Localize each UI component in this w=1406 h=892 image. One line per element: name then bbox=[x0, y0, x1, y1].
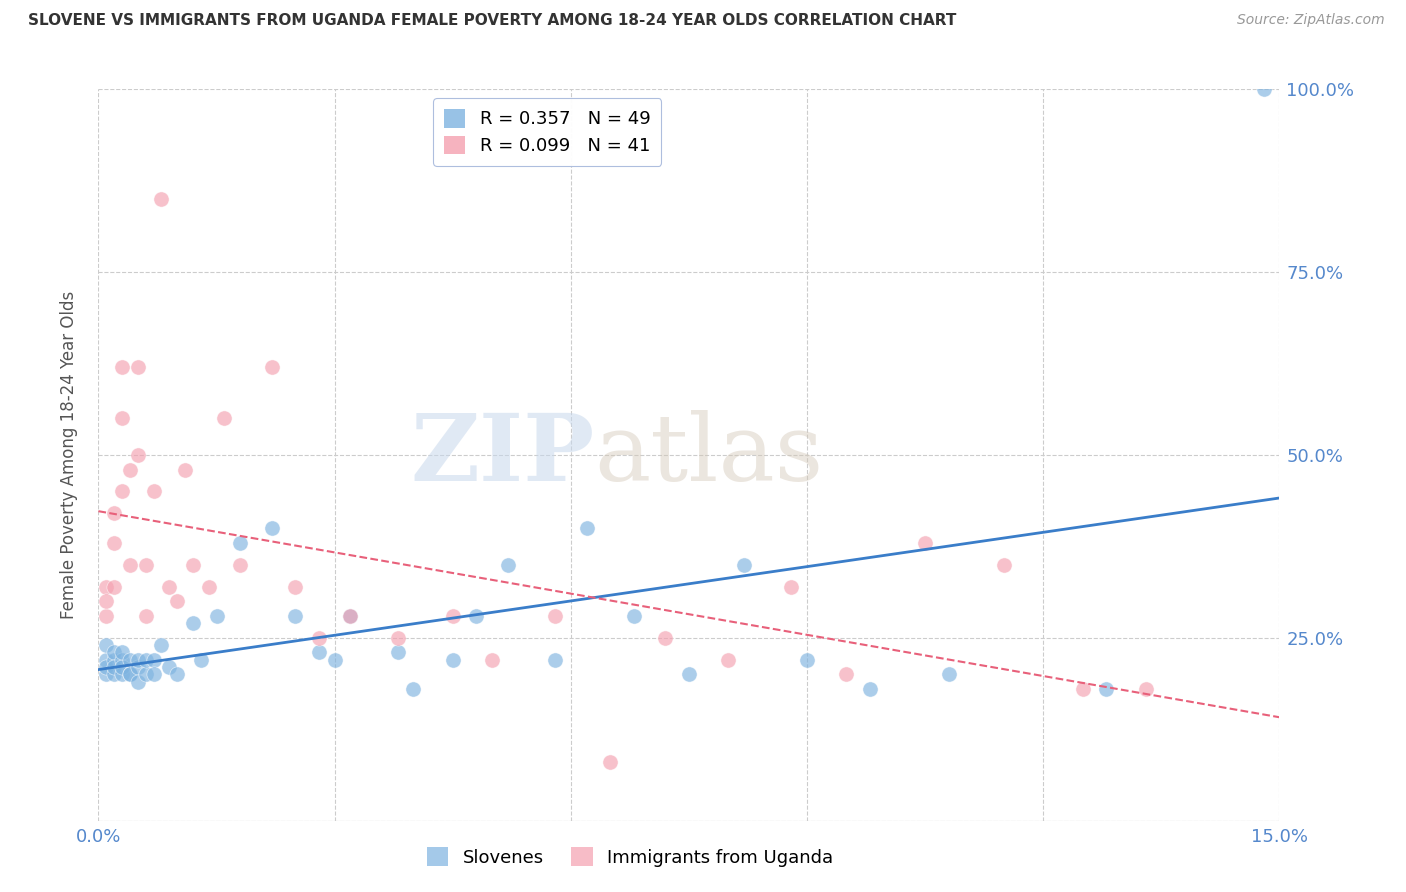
Point bbox=[284, 580, 307, 594]
Text: SLOVENE VS IMMIGRANTS FROM UGANDA FEMALE POVERTY AMONG 18-24 YEAR OLDS CORRELATI: SLOVENE VS IMMIGRANTS FROM UGANDA FEMALE… bbox=[28, 13, 956, 29]
Point bbox=[174, 462, 197, 476]
Point bbox=[111, 660, 134, 674]
Point bbox=[260, 360, 283, 375]
Point bbox=[135, 653, 157, 667]
Point bbox=[96, 608, 118, 623]
Point bbox=[181, 558, 204, 572]
Text: Source: ZipAtlas.com: Source: ZipAtlas.com bbox=[1237, 13, 1385, 28]
Point bbox=[127, 360, 149, 375]
Point bbox=[111, 360, 134, 375]
Point bbox=[339, 608, 361, 623]
Legend: Slovenes, Immigrants from Uganda: Slovenes, Immigrants from Uganda bbox=[419, 840, 841, 874]
Point bbox=[118, 653, 141, 667]
Point bbox=[387, 631, 409, 645]
Point bbox=[1095, 681, 1118, 696]
Point bbox=[308, 631, 330, 645]
Point bbox=[118, 558, 141, 572]
Point bbox=[780, 580, 803, 594]
Point bbox=[111, 667, 134, 681]
Point bbox=[118, 667, 141, 681]
Point bbox=[142, 653, 165, 667]
Point bbox=[111, 411, 134, 425]
Point bbox=[118, 667, 141, 681]
Point bbox=[214, 411, 236, 425]
Point bbox=[284, 608, 307, 623]
Point bbox=[127, 653, 149, 667]
Point bbox=[135, 608, 157, 623]
Point bbox=[103, 535, 125, 549]
Point bbox=[135, 558, 157, 572]
Point bbox=[150, 638, 173, 652]
Point bbox=[623, 608, 645, 623]
Point bbox=[229, 558, 252, 572]
Point bbox=[96, 660, 118, 674]
Point bbox=[181, 616, 204, 631]
Point bbox=[993, 558, 1015, 572]
Point bbox=[575, 521, 598, 535]
Point bbox=[544, 608, 567, 623]
Text: atlas: atlas bbox=[595, 410, 824, 500]
Point bbox=[157, 580, 180, 594]
Point bbox=[796, 653, 818, 667]
Point bbox=[308, 645, 330, 659]
Point bbox=[717, 653, 740, 667]
Point bbox=[96, 638, 118, 652]
Point bbox=[229, 535, 252, 549]
Point bbox=[914, 535, 936, 549]
Point bbox=[103, 653, 125, 667]
Point bbox=[111, 645, 134, 659]
Point bbox=[103, 507, 125, 521]
Point bbox=[654, 631, 676, 645]
Point bbox=[111, 484, 134, 499]
Point bbox=[260, 521, 283, 535]
Point bbox=[441, 653, 464, 667]
Point bbox=[1253, 82, 1275, 96]
Point bbox=[599, 755, 621, 769]
Point bbox=[127, 448, 149, 462]
Point bbox=[339, 608, 361, 623]
Point bbox=[103, 660, 125, 674]
Point bbox=[859, 681, 882, 696]
Point bbox=[1071, 681, 1094, 696]
Point bbox=[166, 594, 188, 608]
Point bbox=[197, 580, 219, 594]
Point bbox=[96, 667, 118, 681]
Point bbox=[142, 484, 165, 499]
Point bbox=[733, 558, 755, 572]
Point bbox=[111, 653, 134, 667]
Point bbox=[103, 667, 125, 681]
Point bbox=[96, 653, 118, 667]
Point bbox=[481, 653, 503, 667]
Point bbox=[402, 681, 425, 696]
Point bbox=[387, 645, 409, 659]
Y-axis label: Female Poverty Among 18-24 Year Olds: Female Poverty Among 18-24 Year Olds bbox=[59, 291, 77, 619]
Point bbox=[96, 580, 118, 594]
Point bbox=[323, 653, 346, 667]
Point bbox=[118, 462, 141, 476]
Point bbox=[544, 653, 567, 667]
Point bbox=[205, 608, 228, 623]
Point bbox=[96, 594, 118, 608]
Point bbox=[142, 667, 165, 681]
Point bbox=[496, 558, 519, 572]
Point bbox=[938, 667, 960, 681]
Point bbox=[441, 608, 464, 623]
Point bbox=[103, 580, 125, 594]
Text: ZIP: ZIP bbox=[411, 410, 595, 500]
Point bbox=[465, 608, 488, 623]
Point bbox=[166, 667, 188, 681]
Point bbox=[127, 674, 149, 689]
Point bbox=[1135, 681, 1157, 696]
Point bbox=[190, 653, 212, 667]
Point bbox=[150, 192, 173, 206]
Point bbox=[103, 645, 125, 659]
Point bbox=[127, 660, 149, 674]
Point bbox=[835, 667, 858, 681]
Point bbox=[678, 667, 700, 681]
Point bbox=[157, 660, 180, 674]
Point bbox=[135, 667, 157, 681]
